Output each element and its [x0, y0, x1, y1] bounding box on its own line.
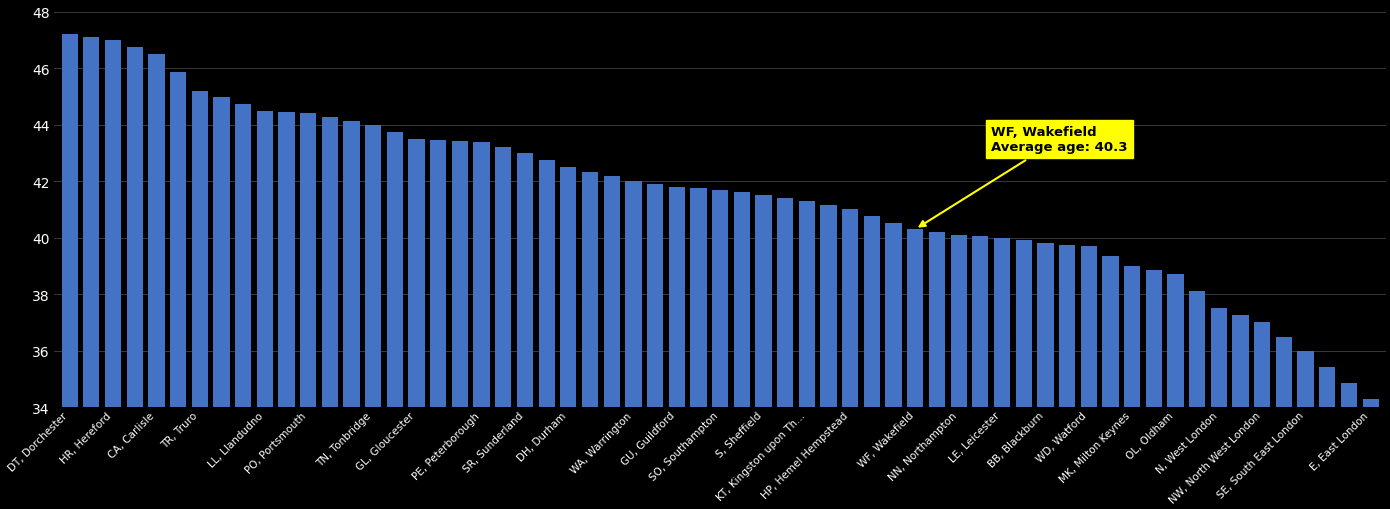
Bar: [1188, 292, 1205, 407]
Bar: [1037, 244, 1054, 407]
Bar: [126, 48, 143, 407]
Bar: [213, 98, 229, 407]
Bar: [1297, 351, 1314, 407]
Bar: [582, 173, 598, 407]
Bar: [603, 177, 620, 407]
Bar: [104, 41, 121, 407]
Bar: [1059, 245, 1076, 407]
Bar: [820, 206, 837, 407]
Bar: [149, 55, 164, 407]
Bar: [495, 148, 512, 407]
Bar: [474, 143, 489, 407]
Bar: [321, 118, 338, 407]
Bar: [538, 161, 555, 407]
Text: WF, Wakefield
Average age: 40.3: WF, Wakefield Average age: 40.3: [920, 126, 1127, 227]
Bar: [192, 92, 208, 407]
Bar: [646, 185, 663, 407]
Bar: [1254, 323, 1270, 407]
Bar: [278, 112, 295, 407]
Bar: [1016, 241, 1031, 407]
Bar: [1319, 367, 1336, 407]
Bar: [452, 142, 468, 407]
Bar: [1341, 383, 1357, 407]
Bar: [560, 167, 577, 407]
Bar: [170, 73, 186, 407]
Bar: [908, 230, 923, 407]
Bar: [734, 193, 751, 407]
Bar: [386, 132, 403, 407]
Bar: [1168, 275, 1184, 407]
Bar: [885, 223, 902, 407]
Bar: [842, 210, 859, 407]
Bar: [626, 182, 642, 407]
Bar: [712, 190, 728, 407]
Bar: [1211, 308, 1227, 407]
Bar: [235, 105, 252, 407]
Bar: [83, 38, 100, 407]
Bar: [300, 114, 317, 407]
Bar: [257, 111, 272, 407]
Bar: [343, 122, 360, 407]
Bar: [61, 35, 78, 407]
Bar: [1102, 257, 1119, 407]
Bar: [1125, 266, 1140, 407]
Bar: [863, 216, 880, 407]
Bar: [1276, 337, 1293, 407]
Bar: [430, 140, 446, 407]
Bar: [994, 238, 1011, 407]
Bar: [366, 125, 381, 407]
Bar: [1080, 247, 1097, 407]
Bar: [1362, 399, 1379, 407]
Bar: [972, 237, 988, 407]
Bar: [669, 187, 685, 407]
Bar: [929, 233, 945, 407]
Bar: [1145, 271, 1162, 407]
Bar: [951, 235, 967, 407]
Bar: [755, 196, 771, 407]
Bar: [517, 154, 534, 407]
Bar: [409, 139, 425, 407]
Bar: [1233, 316, 1248, 407]
Bar: [777, 199, 794, 407]
Bar: [691, 189, 706, 407]
Bar: [799, 202, 815, 407]
